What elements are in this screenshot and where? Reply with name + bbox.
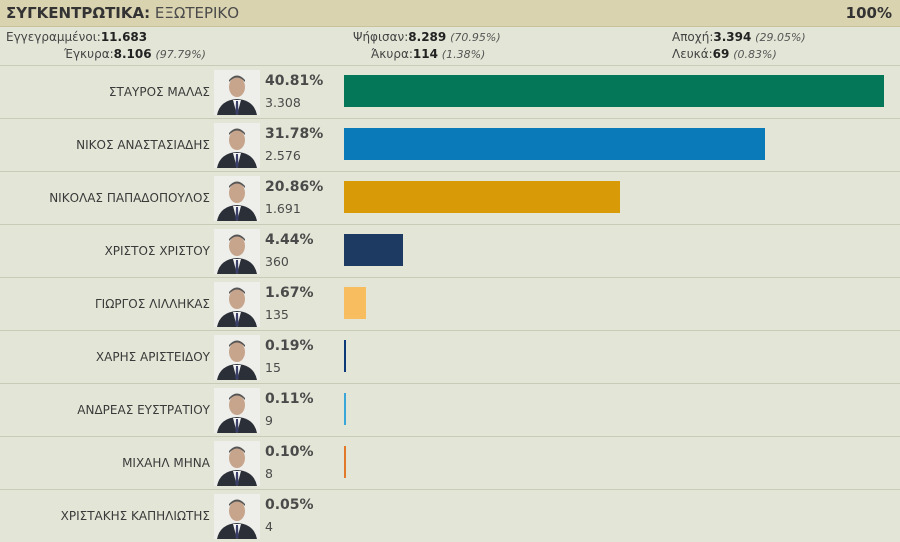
candidate-name: ΧΡΙΣΤΑΚΗΣ ΚΑΠΗΛΙΩΤΗΣ bbox=[60, 509, 210, 523]
invalid-label: Άκυρα: bbox=[371, 47, 413, 61]
vote-share-bar bbox=[344, 446, 346, 478]
stat-invalid: Άκυρα:114 (1.38%) bbox=[371, 47, 485, 61]
vote-percentage: 31.78% bbox=[265, 126, 324, 142]
candidate-row: ΜΙΧΑΗΛ ΜΗΝΑ 0.10% 8 bbox=[0, 436, 900, 489]
vote-count: 9 bbox=[265, 413, 273, 428]
blank-pct: (0.83%) bbox=[733, 48, 777, 61]
candidate-name: ΜΙΧΑΗΛ ΜΗΝΑ bbox=[122, 456, 210, 470]
page-title: ΣΥΓΚΕΝΤΡΩΤΙΚΑ: ΕΞΩΤΕΡΙΚΟ bbox=[6, 4, 239, 22]
valid-pct: (97.79%) bbox=[155, 48, 206, 61]
title-region: ΕΞΩΤΕΡΙΚΟ bbox=[154, 4, 240, 22]
registered-value: 11.683 bbox=[100, 30, 148, 44]
vote-count: 2.576 bbox=[265, 148, 301, 163]
candidate-row: ΝΙΚΟΛΑΣ ΠΑΠΑΔΟΠΟΥΛΟΣ 20.86% 1.691 bbox=[0, 171, 900, 224]
stat-voted: Ψήφισαν:8.289 (70.95%) bbox=[353, 30, 501, 44]
invalid-value: 114 bbox=[412, 47, 438, 61]
candidate-photo bbox=[214, 441, 260, 486]
vote-count: 360 bbox=[265, 254, 289, 269]
blank-value: 69 bbox=[712, 47, 730, 61]
candidate-photo bbox=[214, 282, 260, 327]
candidate-row: ΝΙΚΟΣ ΑΝΑΣΤΑΣΙΑΔΗΣ 31.78% 2.576 bbox=[0, 118, 900, 171]
stat-abstain: Αποχή:3.394 (29.05%) bbox=[672, 30, 806, 44]
vote-percentage: 0.10% bbox=[265, 444, 314, 460]
results-header: ΣΥΓΚΕΝΤΡΩΤΙΚΑ: ΕΞΩΤΕΡΙΚΟ 100% bbox=[0, 0, 900, 27]
vote-share-bar bbox=[344, 287, 366, 319]
abstain-label: Αποχή: bbox=[672, 30, 714, 44]
vote-percentage: 1.67% bbox=[265, 285, 314, 301]
candidate-row: ΓΙΩΡΓΟΣ ΛΙΛΛΗΚΑΣ 1.67% 135 bbox=[0, 277, 900, 330]
stat-blank: Λευκά:69 (0.83%) bbox=[672, 47, 777, 61]
candidate-name: ΝΙΚΟΣ ΑΝΑΣΤΑΣΙΑΔΗΣ bbox=[76, 138, 210, 152]
candidate-photo bbox=[214, 335, 260, 380]
vote-count: 8 bbox=[265, 466, 273, 481]
vote-count: 135 bbox=[265, 307, 289, 322]
vote-percentage: 4.44% bbox=[265, 232, 314, 248]
candidate-row: ΣΤΑΥΡΟΣ ΜΑΛΑΣ 40.81% 3.308 bbox=[0, 65, 900, 118]
vote-percentage: 40.81% bbox=[265, 73, 324, 89]
candidate-photo bbox=[214, 494, 260, 539]
valid-value: 8.106 bbox=[113, 47, 152, 61]
vote-percentage: 20.86% bbox=[265, 179, 324, 195]
invalid-pct: (1.38%) bbox=[441, 48, 486, 61]
stat-valid: Έγκυρα:8.106 (97.79%) bbox=[64, 47, 206, 61]
candidate-name: ΧΡΙΣΤΟΣ ΧΡΙΣΤΟΥ bbox=[104, 244, 210, 258]
vote-share-bar bbox=[344, 75, 884, 107]
voted-value: 8.289 bbox=[408, 30, 447, 44]
vote-count: 15 bbox=[265, 360, 281, 375]
vote-percentage: 0.19% bbox=[265, 338, 314, 354]
registered-label: Εγγεγραμμένοι: bbox=[6, 30, 101, 44]
counted-percentage: 100% bbox=[845, 4, 892, 22]
candidate-photo bbox=[214, 70, 260, 115]
candidate-row: ΧΡΙΣΤΑΚΗΣ ΚΑΠΗΛΙΩΤΗΣ 0.05% 4 bbox=[0, 489, 900, 542]
title-bold: ΣΥΓΚΕΝΤΡΩΤΙΚΑ: bbox=[6, 4, 151, 22]
vote-percentage: 0.05% bbox=[265, 497, 314, 513]
vote-count: 3.308 bbox=[265, 95, 301, 110]
candidate-name: ΑΝΔΡΕΑΣ ΕΥΣΤΡΑΤΙΟΥ bbox=[77, 403, 210, 417]
candidate-row: ΑΝΔΡΕΑΣ ΕΥΣΤΡΑΤΙΟΥ 0.11% 9 bbox=[0, 383, 900, 436]
candidate-name: ΣΤΑΥΡΟΣ ΜΑΛΑΣ bbox=[108, 85, 210, 99]
candidate-row: ΧΡΙΣΤΟΣ ΧΡΙΣΤΟΥ 4.44% 360 bbox=[0, 224, 900, 277]
vote-share-bar bbox=[344, 181, 620, 213]
vote-percentage: 0.11% bbox=[265, 391, 314, 407]
candidate-name: ΓΙΩΡΓΟΣ ΛΙΛΛΗΚΑΣ bbox=[94, 297, 210, 311]
candidate-photo bbox=[214, 123, 260, 168]
valid-label: Έγκυρα: bbox=[64, 47, 114, 61]
summary-stats: Εγγεγραμμένοι:11.683 Ψήφισαν:8.289 (70.9… bbox=[0, 27, 900, 65]
vote-share-bar bbox=[344, 340, 346, 372]
candidate-name: ΝΙΚΟΛΑΣ ΠΑΠΑΔΟΠΟΥΛΟΣ bbox=[49, 191, 210, 205]
candidate-name: ΧΑΡΗΣ ΑΡΙΣΤΕΙΔΟΥ bbox=[95, 350, 210, 364]
candidate-photo bbox=[214, 229, 260, 274]
blank-label: Λευκά: bbox=[672, 47, 713, 61]
vote-count: 4 bbox=[265, 519, 273, 534]
candidate-row: ΧΑΡΗΣ ΑΡΙΣΤΕΙΔΟΥ 0.19% 15 bbox=[0, 330, 900, 383]
vote-share-bar bbox=[344, 234, 403, 266]
voted-pct: (70.95%) bbox=[450, 31, 501, 44]
abstain-pct: (29.05%) bbox=[755, 31, 806, 44]
vote-count: 1.691 bbox=[265, 201, 301, 216]
candidate-photo bbox=[214, 176, 260, 221]
vote-share-bar bbox=[344, 128, 765, 160]
voted-label: Ψήφισαν: bbox=[353, 30, 409, 44]
vote-share-bar bbox=[344, 393, 346, 425]
candidate-photo bbox=[214, 388, 260, 433]
stat-registered: Εγγεγραμμένοι:11.683 bbox=[6, 30, 147, 44]
abstain-value: 3.394 bbox=[713, 30, 752, 44]
